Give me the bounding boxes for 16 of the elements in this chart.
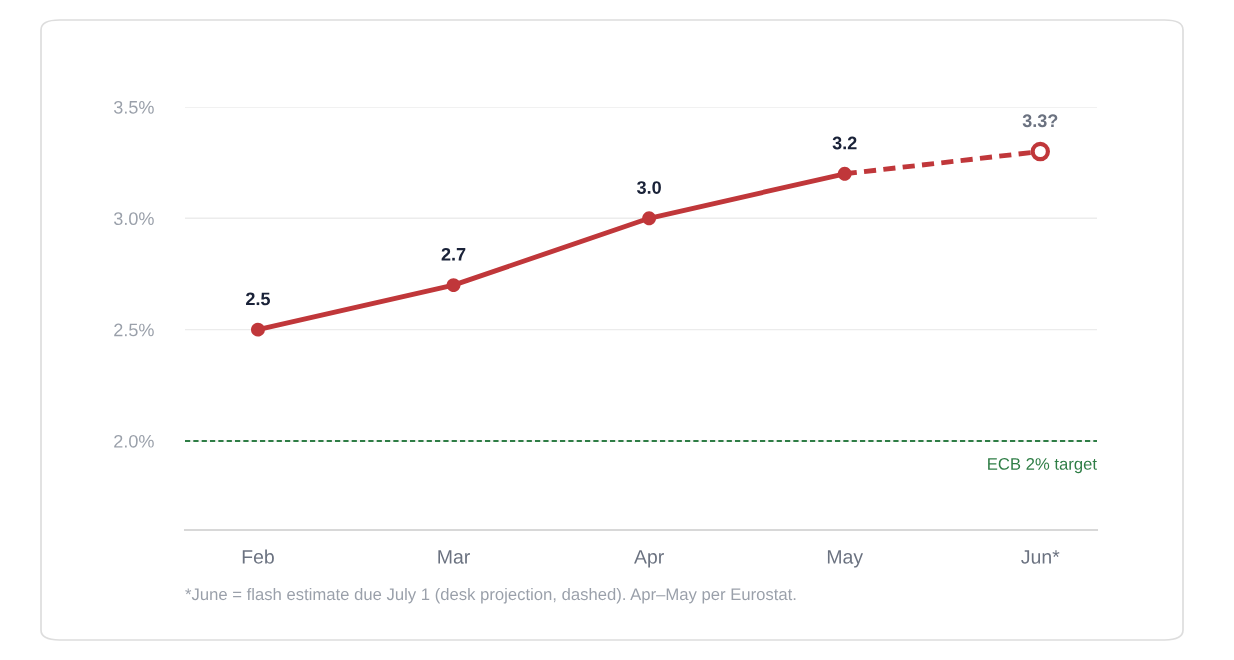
x-tick-label: Jun*	[1021, 550, 1060, 564]
x-tick-label: May	[827, 550, 864, 568]
x-tick-label: Feb	[242, 549, 274, 564]
data-label: 3.0	[636, 181, 661, 194]
data-label: 2.7	[441, 247, 466, 261]
y-tick-label: 3.5%	[113, 100, 154, 114]
text: *June = flash estimate due July 1 (desk projection, dashed). Apr–May per Eurostat.	[185, 587, 796, 604]
x-tick-label: Apr	[634, 550, 664, 568]
data-label: 3.2	[832, 136, 857, 150]
data-label: 2.5	[246, 292, 270, 306]
x-tick-label: Mar	[438, 550, 470, 564]
y-tick-label: 3.0%	[113, 212, 154, 226]
data-label: 3.3?	[1022, 114, 1058, 128]
y-tick-label: 2.5%	[114, 323, 154, 337]
ref-line-label: ECB 2% target	[988, 458, 1097, 474]
y-tick-label: 2.0%	[114, 434, 154, 448]
